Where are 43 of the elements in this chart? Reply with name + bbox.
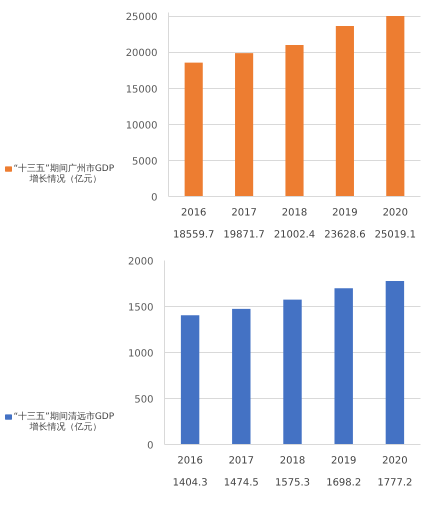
- data-label: 1404.3: [172, 478, 208, 488]
- x-tick-label: 2016: [180, 208, 206, 218]
- y-tick-label: 0: [151, 192, 158, 204]
- x-tick-label: 2019: [330, 456, 356, 466]
- x-tick-label: 2017: [228, 456, 254, 466]
- bar: [283, 300, 302, 444]
- y-tick-label: 500: [134, 394, 154, 406]
- y-tick-label: 2000: [128, 256, 154, 268]
- y-tick-label: 1500: [128, 302, 154, 314]
- y-tick-label: 0: [147, 440, 154, 452]
- data-label: 25019.1: [374, 230, 416, 240]
- bar: [386, 16, 404, 196]
- data-label: 1698.2: [326, 478, 362, 488]
- data-label: 18559.7: [173, 230, 214, 240]
- data-label: 23628.6: [324, 230, 366, 240]
- x-tick-label: 2020: [382, 208, 408, 218]
- y-tick-label: 25000: [126, 12, 158, 24]
- y-tick-label: 15000: [126, 84, 158, 96]
- bar: [386, 281, 404, 444]
- x-tick-label: 2017: [231, 208, 257, 218]
- legend-label: “十三五”期间广州市GDP增长情况（亿元）: [14, 163, 115, 184]
- bar: [334, 288, 353, 444]
- y-tick-label: 10000: [126, 120, 158, 132]
- x-tick-label: 2020: [382, 456, 408, 466]
- bar: [180, 315, 200, 444]
- bar: [235, 53, 254, 196]
- x-tick-label: 2019: [332, 208, 358, 218]
- x-tick-label: 2018: [282, 208, 308, 218]
- y-tick-label: 20000: [126, 48, 158, 60]
- bar: [285, 44, 304, 196]
- data-label: 1777.2: [377, 478, 412, 488]
- data-label: 19871.7: [223, 230, 265, 240]
- bar: [232, 308, 251, 444]
- data-label: 21002.4: [274, 230, 316, 240]
- y-tick-label: 5000: [132, 156, 158, 168]
- data-label: 1474.5: [224, 478, 259, 488]
- x-tick-label: 2016: [177, 456, 203, 466]
- bar: [336, 26, 354, 196]
- x-tick-label: 2018: [280, 456, 306, 466]
- bar: [184, 62, 203, 196]
- data-label: 1575.3: [275, 478, 310, 488]
- y-tick-label: 1000: [128, 348, 154, 360]
- legend-label: “十三五”期间清远市GDP增长情况（亿元）: [14, 411, 115, 432]
